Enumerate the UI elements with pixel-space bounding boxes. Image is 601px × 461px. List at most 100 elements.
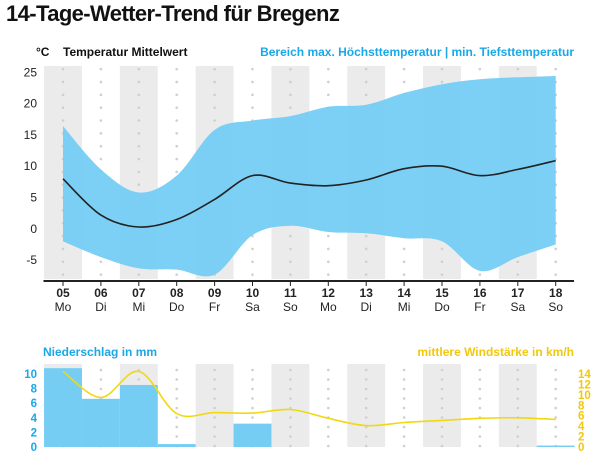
grid-dot xyxy=(364,234,368,238)
temperature-legend-range: Bereich max. Höchsttemperatur | min. Tie… xyxy=(260,45,574,59)
grid-dot xyxy=(213,444,216,448)
grid-dot xyxy=(327,368,330,372)
y-tick-label: 12 xyxy=(578,379,591,391)
grid-dot xyxy=(364,435,368,438)
grid-dot xyxy=(364,387,368,391)
grid-dot xyxy=(251,416,254,419)
grid-dot xyxy=(175,119,178,122)
weekday-label: Do xyxy=(434,300,450,314)
x-tick-label: 07 xyxy=(132,286,146,300)
grid-dot xyxy=(213,406,216,410)
grid-dot xyxy=(402,397,406,400)
grid-dot xyxy=(516,406,520,410)
grid-dot xyxy=(175,387,178,391)
day-stripe xyxy=(271,364,310,447)
grid-dot xyxy=(251,260,254,264)
x-tick-label: 13 xyxy=(360,286,374,300)
grid-dot xyxy=(213,416,216,419)
grid-dot xyxy=(440,406,444,410)
grid-dot xyxy=(175,397,178,400)
grid-dot xyxy=(99,106,103,109)
weekday-label: Di xyxy=(361,300,372,314)
y-tick-label: 14 xyxy=(578,369,591,381)
grid-dot xyxy=(213,435,216,438)
grid-dot xyxy=(402,273,406,276)
grid-dot xyxy=(251,397,254,400)
grid-dot xyxy=(516,397,520,400)
x-tick-label: 09 xyxy=(208,286,222,300)
wind-legend: mittlere Windstärke in km/h xyxy=(417,345,574,359)
temperature-range-area xyxy=(63,76,556,277)
grid-dot xyxy=(137,170,141,174)
precipitation-bar xyxy=(81,398,120,447)
grid-dot xyxy=(289,273,292,276)
grid-dot xyxy=(364,416,368,419)
grid-dot xyxy=(137,119,141,122)
x-tick-label: 08 xyxy=(170,286,184,300)
grid-dot xyxy=(364,93,368,97)
temperature-mean-line xyxy=(62,159,556,228)
grid-dot xyxy=(99,157,103,161)
grid-dot xyxy=(289,444,292,448)
grid-dot xyxy=(554,260,557,264)
grid-dot xyxy=(289,247,292,251)
grid-dot xyxy=(364,444,368,448)
precipitation-bar xyxy=(44,368,82,447)
temperature-unit-label: °C xyxy=(36,45,50,59)
precipitation-bars xyxy=(44,368,575,447)
y-tick-label: 4 xyxy=(31,413,38,425)
grid-dot xyxy=(402,80,406,84)
grid-dot xyxy=(327,444,330,448)
grid-dot xyxy=(251,80,254,84)
weekday-label: Mo xyxy=(55,300,72,314)
grid-dot xyxy=(364,260,368,264)
grid-dot xyxy=(175,93,178,97)
grid-dot xyxy=(364,397,368,400)
grid-dot xyxy=(402,425,406,429)
y-tick-label: 5 xyxy=(30,191,37,205)
y-tick-label: 8 xyxy=(31,384,38,396)
grid-dot xyxy=(478,273,482,276)
grid-dot xyxy=(327,80,330,84)
wind-speed-line xyxy=(62,370,556,427)
day-stripe xyxy=(423,364,461,447)
grid-dot xyxy=(251,406,254,410)
grid-dot xyxy=(516,444,520,448)
grid-dot xyxy=(175,416,178,419)
grid-dot xyxy=(327,260,330,264)
grid-dot xyxy=(327,247,330,251)
grid-dot xyxy=(478,368,482,372)
grid-dot xyxy=(99,119,103,122)
page-title: 14-Tage-Wetter-Trend für Bregenz xyxy=(6,1,340,26)
grid-dot xyxy=(440,260,444,264)
grid-dot xyxy=(137,157,141,161)
x-tick-label: 05 xyxy=(56,286,70,300)
grid-dot xyxy=(213,80,216,84)
grid-dot xyxy=(516,368,520,372)
y-tick-label: 4 xyxy=(578,421,585,433)
grid-dot xyxy=(554,435,557,438)
grid-dot xyxy=(327,273,330,276)
weekday-label: So xyxy=(548,300,563,314)
grid-dot xyxy=(327,397,330,400)
grid-dot xyxy=(516,435,520,438)
grid-dot xyxy=(440,425,444,429)
grid-dot xyxy=(61,106,65,109)
y-tick-label: 6 xyxy=(31,398,37,410)
grid-dot xyxy=(213,368,216,372)
grid-dot xyxy=(213,106,216,109)
grid-dot xyxy=(440,368,444,372)
grid-dot xyxy=(175,425,178,429)
y-tick-label: 6 xyxy=(578,411,584,423)
x-tick-label: 06 xyxy=(94,286,108,300)
grid-dot xyxy=(402,378,406,381)
grid-dot xyxy=(175,157,178,161)
weekday-label: Do xyxy=(169,300,185,314)
grid-dot xyxy=(289,397,292,400)
grid-dot xyxy=(289,93,292,97)
grid-dot xyxy=(137,183,141,187)
y-tick-label: 0 xyxy=(578,442,584,454)
grid-dot xyxy=(402,67,406,71)
y-tick-label: 15 xyxy=(24,128,38,142)
grid-dot xyxy=(175,368,178,372)
